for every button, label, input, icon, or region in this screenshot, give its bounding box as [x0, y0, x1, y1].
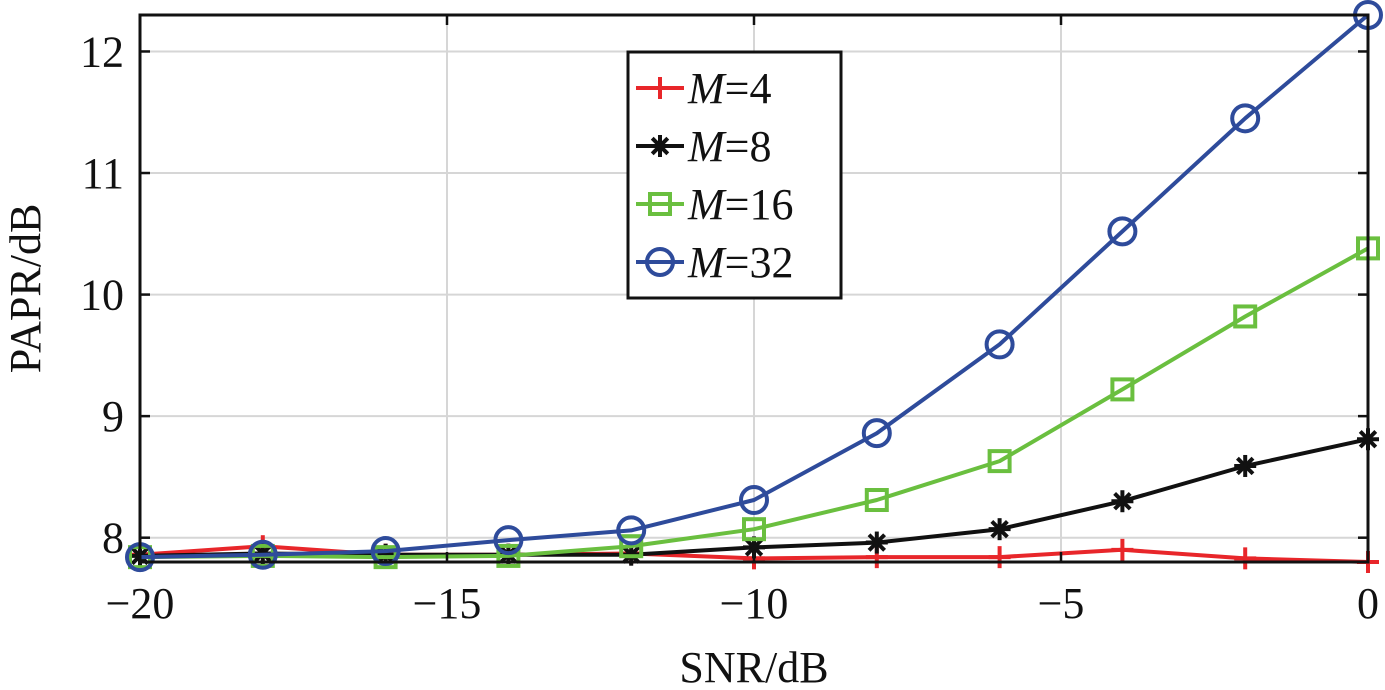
circle-marker-shape	[984, 329, 1015, 360]
legend-entry: M=32	[636, 238, 793, 287]
data-point	[861, 418, 892, 449]
square-marker-shape	[864, 488, 889, 513]
asterisk-stroke	[1113, 492, 1132, 511]
square-marker-shape	[987, 449, 1012, 474]
legend-entry: M=4	[636, 64, 771, 113]
circle-marker-shape	[645, 247, 675, 277]
data-point	[619, 534, 644, 559]
data-point	[496, 543, 521, 568]
y-tick-label: 12	[80, 27, 124, 76]
data-point	[988, 546, 1011, 569]
x-axis-title: SNR/dB	[679, 643, 828, 690]
circle-marker-shape	[616, 515, 647, 546]
data-point	[493, 525, 524, 556]
legend-marker	[649, 135, 671, 157]
y-tick-label: 10	[80, 271, 124, 320]
data-point	[1107, 216, 1138, 247]
data-point	[1234, 547, 1257, 570]
x-tick-label: −5	[1038, 579, 1085, 628]
asterisk-stroke	[744, 538, 764, 557]
y-axis-title: PAPR/dB	[1, 204, 50, 374]
circle-marker-shape	[1230, 103, 1261, 134]
legend-label: M=4	[687, 64, 771, 113]
data-point	[370, 536, 401, 567]
legend-box	[626, 50, 843, 300]
data-point	[1111, 490, 1134, 513]
legend-entry: M=16	[636, 180, 793, 229]
legend-label: M=32	[687, 238, 793, 287]
data-point	[1111, 538, 1134, 561]
x-tick-label: −20	[106, 579, 175, 628]
legend-label: M=16	[687, 180, 793, 229]
data-point	[1110, 377, 1135, 402]
asterisk-stroke	[990, 519, 1009, 539]
series-M=32	[125, 0, 1383, 573]
data-point	[987, 449, 1012, 474]
square-marker-shape	[619, 534, 644, 559]
data-point	[247, 539, 278, 570]
legend: M=4 M=8 M=16 M=32	[626, 50, 843, 300]
series-line	[139, 246, 1369, 560]
data-point	[616, 515, 647, 546]
data-point	[988, 518, 1011, 541]
y-tick-label: 8	[102, 514, 124, 563]
legend-entry: M=8	[636, 122, 771, 171]
data-point	[865, 531, 888, 554]
square-marker-shape	[1110, 377, 1135, 402]
circle-marker-shape	[493, 525, 524, 556]
data-point	[1233, 304, 1258, 329]
data-point	[864, 488, 889, 513]
circle-marker-shape	[861, 418, 892, 449]
circle-marker-shape	[370, 536, 401, 567]
asterisk-stroke	[650, 136, 670, 156]
circle-marker-shape	[1107, 216, 1138, 247]
legend-label: M=8	[687, 122, 771, 171]
asterisk-stroke	[1236, 456, 1255, 476]
x-tick-label: −15	[413, 579, 482, 628]
legend-marker	[649, 77, 671, 99]
data-point	[739, 485, 769, 516]
square-marker-shape	[648, 192, 672, 216]
square-marker-shape	[496, 543, 521, 568]
square-marker-shape	[742, 517, 766, 542]
data-point	[1234, 454, 1257, 477]
axis-ticks: −20 −15 −10 −5 0 8 9 10 11 12	[80, 15, 1379, 628]
circle-marker-shape	[247, 539, 278, 570]
circle-marker-shape	[739, 485, 769, 516]
data-point	[984, 329, 1015, 360]
data-point	[742, 517, 766, 542]
legend-marker	[645, 247, 675, 277]
x-tick-label: 0	[1357, 579, 1379, 628]
legend-marker	[648, 192, 672, 216]
y-tick-label: 9	[102, 392, 124, 441]
series-line	[139, 13, 1370, 560]
asterisk-stroke	[867, 533, 886, 552]
square-marker-shape	[1233, 304, 1258, 329]
data-point	[1230, 103, 1261, 134]
y-tick-label: 11	[82, 149, 124, 198]
x-tick-label: −10	[720, 579, 789, 628]
